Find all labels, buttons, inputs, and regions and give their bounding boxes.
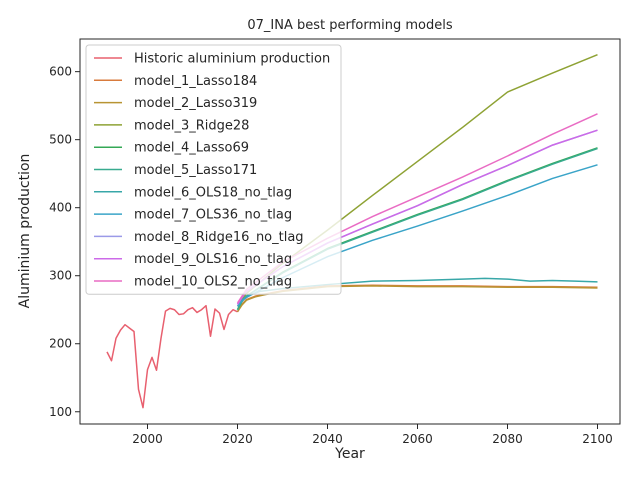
x-tick-label: 2080 (492, 432, 523, 446)
plot-frame (79, 38, 621, 425)
legend-item-label: Historic aluminium production (134, 52, 330, 67)
legend-box (85, 44, 342, 295)
series-line-1 (106, 304, 238, 409)
y-tick-label: 200 (49, 337, 72, 351)
x-axis-label: Year (334, 446, 365, 462)
legend-item-label: model_7_OLS36_no_tlag (134, 208, 292, 223)
legend-item-label: model_3_Ridge28 (134, 118, 249, 133)
x-tick-label: 2040 (312, 432, 343, 446)
x-axis: 2000 2020 2040 2060 2080 2100 (132, 424, 613, 446)
y-tick-label: 300 (49, 269, 72, 283)
legend-item-label: model_8_Ridge16_no_tlag (134, 230, 304, 245)
y-tick-label: 500 (49, 133, 72, 147)
legend-item-label: model_5_Lasso171 (134, 163, 257, 178)
legend-item-label: model_4_Lasso69 (134, 141, 249, 156)
y-tick-label: 100 (49, 405, 72, 419)
legend-item-label: model_2_Lasso319 (134, 96, 257, 111)
x-tick-label: 2060 (402, 432, 433, 446)
y-axis-label: Aluminium production (17, 154, 33, 309)
y-tick-label: 400 (49, 201, 72, 215)
series-line-8 (236, 164, 598, 307)
chart-title: 07_INA best performing models (247, 18, 452, 33)
x-tick-label: 2020 (222, 432, 253, 446)
legend: Historic aluminium production model_1_Las… (85, 44, 342, 295)
legend-item-label: model_9_OLS16_no_tlag (134, 252, 292, 267)
y-axis: 100 200 300 400 500 600 (49, 65, 80, 419)
x-tick-label: 2000 (132, 432, 163, 446)
x-tick-label: 2100 (582, 432, 613, 446)
legend-item-label: model_6_OLS18_no_tlag (134, 185, 292, 200)
legend-item-label: model_1_Lasso184 (134, 74, 257, 89)
legend-item-label: model_10_OLS2_no_tlag (134, 275, 292, 290)
y-tick-label: 600 (49, 65, 72, 79)
series-line-4 (236, 53, 598, 311)
